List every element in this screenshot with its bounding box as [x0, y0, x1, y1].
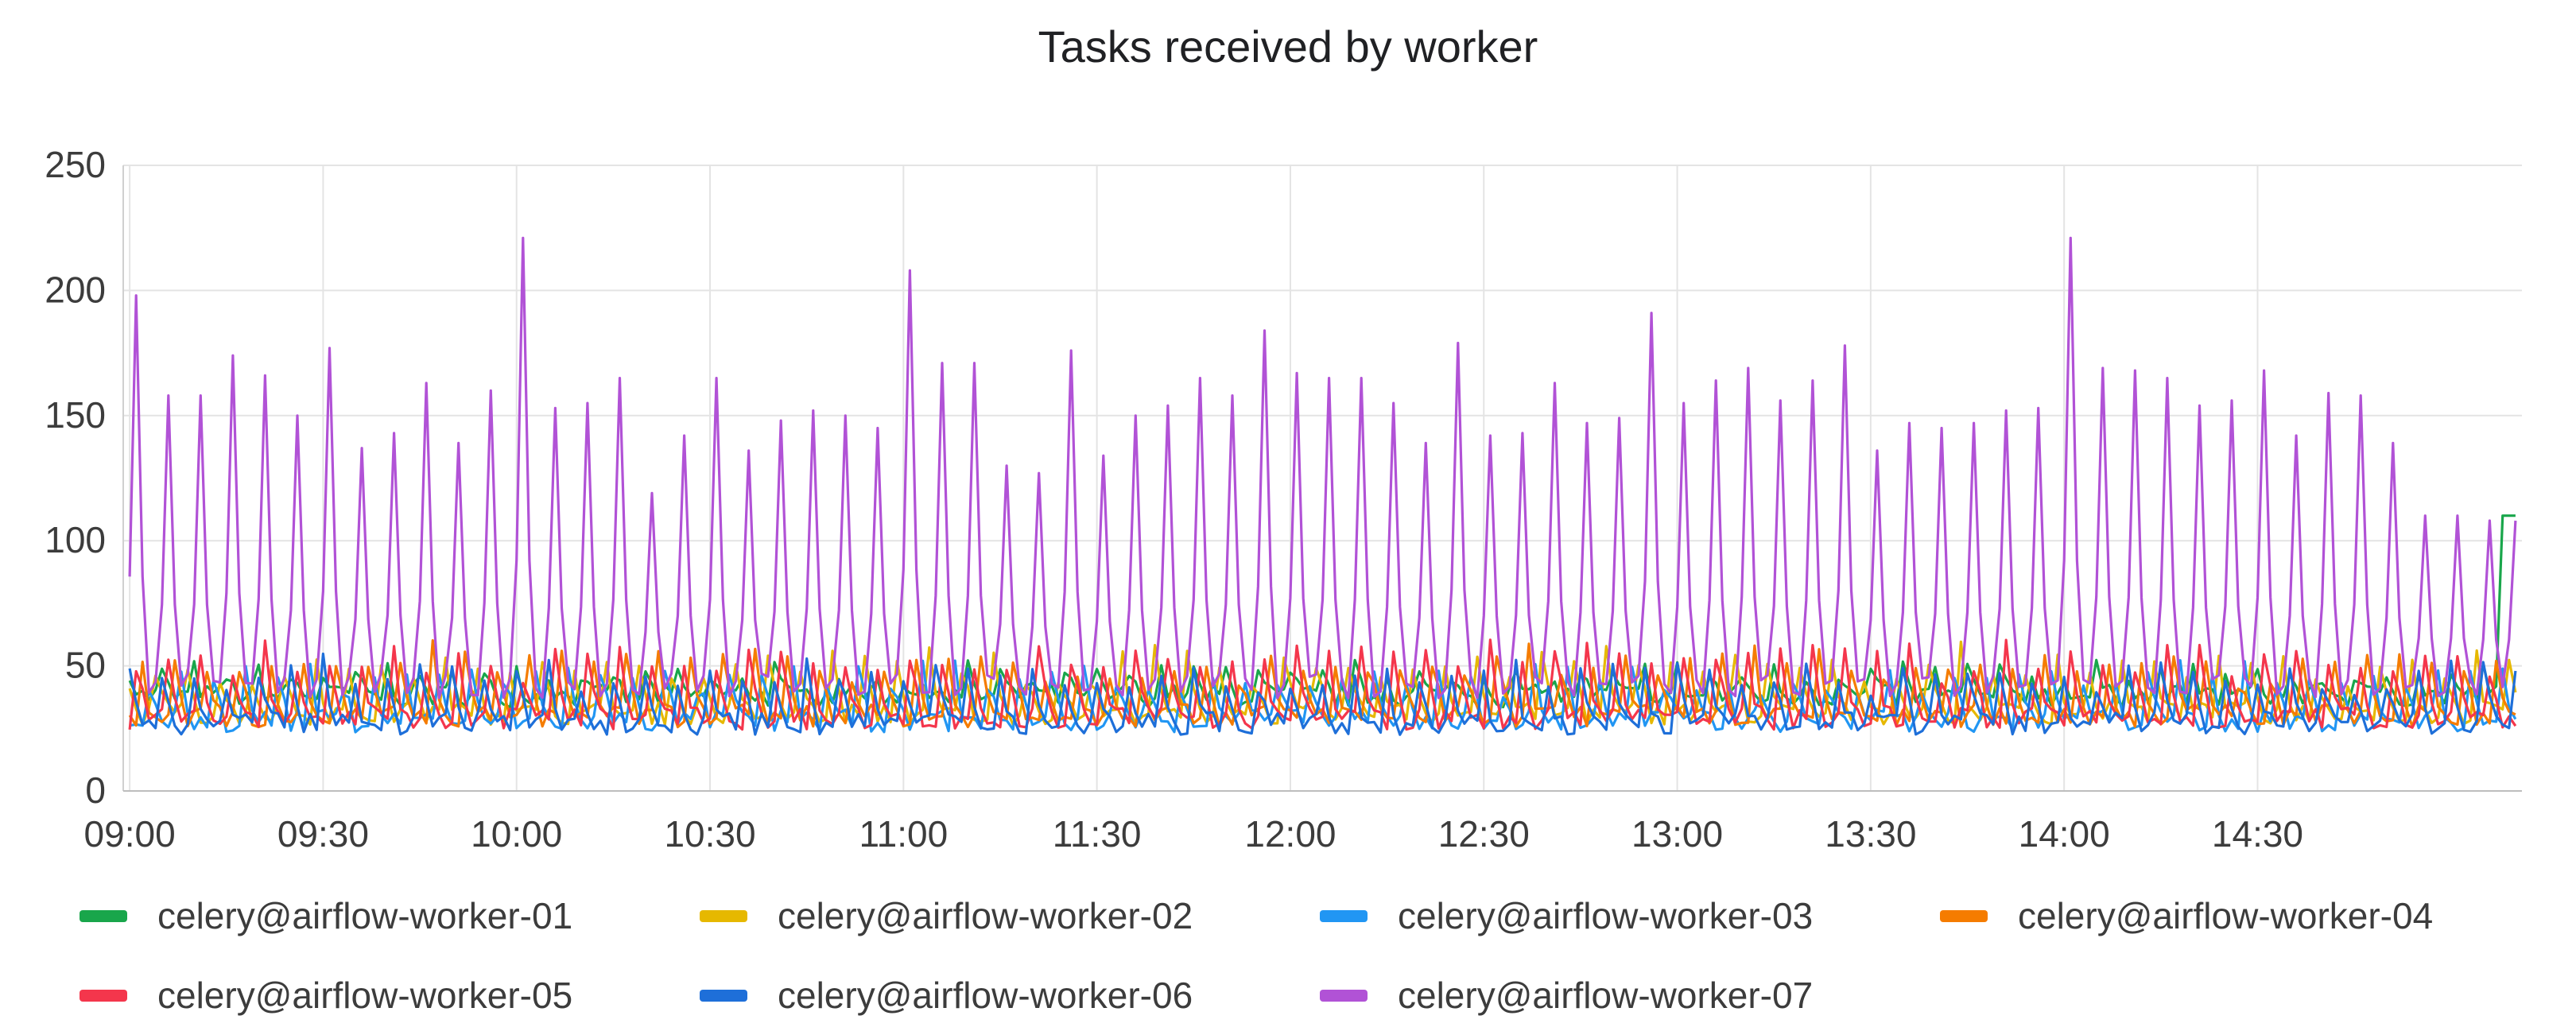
legend-swatch [1320, 909, 1368, 922]
legend-swatch [1940, 909, 1988, 922]
legend-swatch [80, 989, 127, 1002]
legend-item-worker-06[interactable]: celery@airflow-worker-06 [700, 974, 1320, 1017]
legend-label: celery@airflow-worker-04 [2018, 895, 2434, 936]
x-tick-label: 10:00 [471, 813, 562, 855]
y-tick-label: 0 [85, 769, 106, 811]
series-line-worker-07 [128, 236, 2517, 700]
legend-label: celery@airflow-worker-05 [157, 975, 573, 1016]
y-tick-label: 250 [45, 144, 106, 185]
y-tick-label: 200 [45, 269, 106, 310]
legend-label: celery@airflow-worker-07 [1398, 975, 1814, 1016]
y-tick-label: 100 [45, 519, 106, 560]
axes [122, 165, 2522, 792]
legend-row-2: celery@airflow-worker-05 celery@airflow-… [80, 956, 2560, 1035]
legend-label: celery@airflow-worker-02 [778, 895, 1193, 936]
tick-labels: 0 50 100 150 200 250 09:00 09:30 10:00 10:30 11:00… [45, 144, 2303, 855]
x-tick-label: 11:30 [1053, 813, 1142, 855]
x-tick-label: 13:00 [1631, 813, 1723, 855]
legend-item-worker-03[interactable]: celery@airflow-worker-03 [1320, 894, 1940, 937]
legend-item-worker-01[interactable]: celery@airflow-worker-01 [80, 894, 700, 937]
legend-item-worker-04[interactable]: celery@airflow-worker-04 [1940, 894, 2560, 937]
chart-title: Tasks received by worker [1038, 21, 1538, 72]
x-tick-label: 10:30 [664, 813, 755, 855]
y-tick-label: 150 [45, 394, 106, 436]
legend-label: celery@airflow-worker-06 [778, 975, 1193, 1016]
legend-row-1: celery@airflow-worker-01 celery@airflow-… [80, 876, 2560, 956]
x-tick-label: 13:30 [1825, 813, 1916, 855]
legend-label: celery@airflow-worker-01 [157, 895, 573, 936]
legend-item-worker-02[interactable]: celery@airflow-worker-02 [700, 894, 1320, 937]
legend-item-worker-05[interactable]: celery@airflow-worker-05 [80, 974, 700, 1017]
x-tick-label: 09:00 [84, 813, 176, 855]
series-line-worker-06 [128, 652, 2517, 736]
legend-swatch [700, 909, 747, 922]
legend-swatch [80, 909, 127, 922]
legend-label: celery@airflow-worker-03 [1398, 895, 1814, 936]
legend: celery@airflow-worker-01 celery@airflow-… [80, 876, 2560, 1035]
legend-swatch [1320, 989, 1368, 1002]
series-lines [128, 236, 2517, 736]
x-tick-label: 12:00 [1244, 813, 1336, 855]
x-tick-label: 14:00 [2019, 813, 2110, 855]
legend-swatch [700, 989, 747, 1002]
x-tick-label: 11:00 [859, 813, 948, 855]
legend-item-worker-07[interactable]: celery@airflow-worker-07 [1320, 974, 1940, 1017]
x-tick-label: 14:30 [2212, 813, 2303, 855]
y-tick-label: 50 [65, 645, 106, 686]
x-tick-label: 09:30 [277, 813, 369, 855]
x-tick-label: 12:30 [1438, 813, 1530, 855]
